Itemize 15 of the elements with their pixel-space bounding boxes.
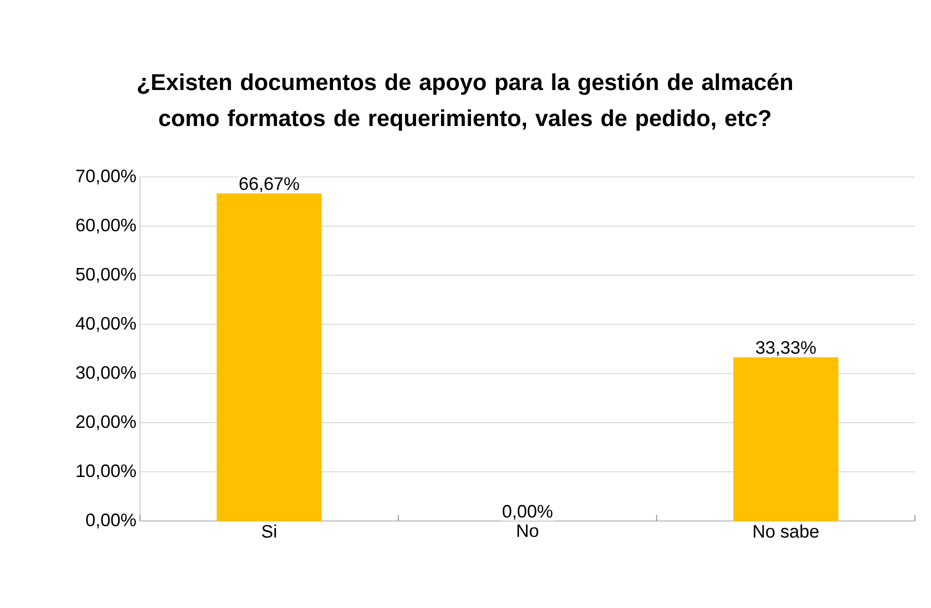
- y-tick-label: 50,00%: [76, 268, 136, 283]
- y-tick-label: 30,00%: [76, 366, 136, 381]
- y-tick-label: 70,00%: [76, 170, 136, 184]
- chart-title: ¿Existen documentos de apoyo para la gestión de almacén como formatos de requerimiento, vales de pedido, etc?: [138, 73, 792, 131]
- y-tick-label: 0,00%: [86, 514, 136, 528]
- data-label: 66,67%: [240, 177, 300, 192]
- x-tick-label: Si: [262, 524, 276, 538]
- data-label: 33,33%: [756, 341, 816, 356]
- x-tick-label: No: [517, 524, 538, 538]
- x-tick-label: No sabe: [754, 524, 819, 538]
- y-tick-label: 60,00%: [76, 218, 136, 234]
- y-tick-label: 20,00%: [76, 415, 136, 430]
- y-tick-label: 40,00%: [76, 316, 136, 332]
- data-label: 0,00%: [502, 504, 552, 520]
- y-tick-label: 10,00%: [76, 464, 136, 480]
